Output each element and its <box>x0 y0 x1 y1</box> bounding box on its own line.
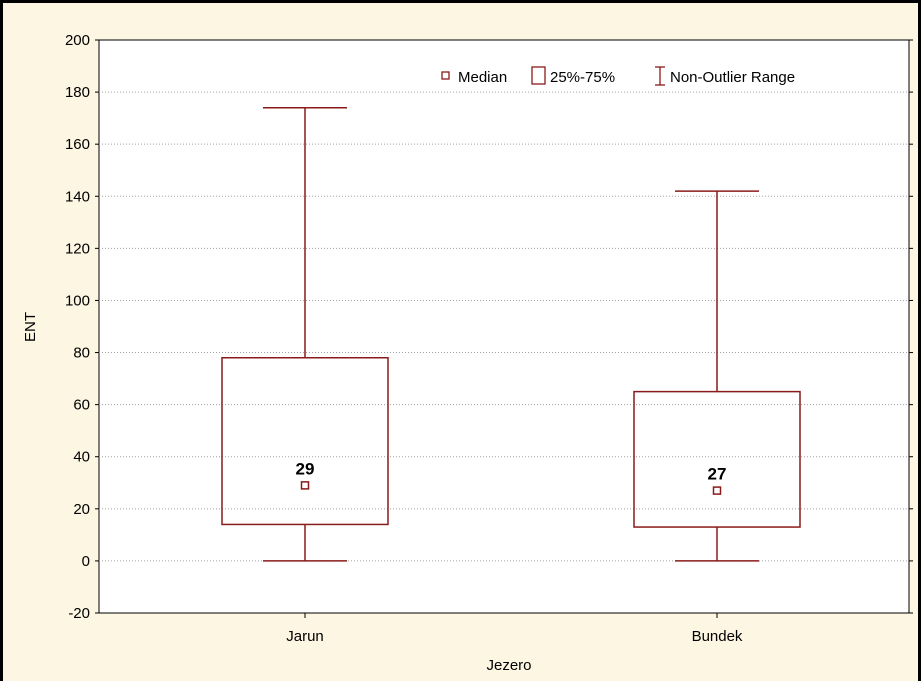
x-axis-ticks: Jarun Bundek <box>286 613 743 645</box>
box-series: 29 27 <box>221 106 801 562</box>
y-tick-label: 140 <box>65 188 90 205</box>
y-tick-label: 80 <box>73 345 90 362</box>
y-tick-label: 0 <box>82 553 90 570</box>
x-tick-label: Jarun <box>286 628 324 645</box>
y-tick-label: 20 <box>73 501 90 518</box>
x-axis-label: Jezero <box>486 657 531 674</box>
box-plot-chart: -20 0 20 40 60 80 100 120 140 160 180 200 Jarun Bund… <box>22 32 913 674</box>
y-tick-label: 180 <box>65 84 90 101</box>
y-tick-label: 60 <box>73 397 90 414</box>
legend-whisker-marker <box>655 66 665 86</box>
y-axis-ticks: -20 0 20 40 60 80 100 120 140 160 180 200 <box>65 32 913 622</box>
box-iqr <box>633 390 801 528</box>
median-label: 27 <box>708 465 727 484</box>
y-tick-label: -20 <box>68 605 90 622</box>
y-tick-label: 120 <box>65 240 90 257</box>
legend-box-marker <box>531 66 546 85</box>
y-axis-label: ENT <box>22 312 39 342</box>
y-tick-label: 160 <box>65 136 90 153</box>
plot-area <box>98 39 910 614</box>
median-marker <box>300 481 310 490</box>
median-label: 29 <box>296 459 315 478</box>
y-tick-label: 40 <box>73 449 90 466</box>
x-tick-label: Bundek <box>692 628 743 645</box>
legend-label-box: 25%-75% <box>550 69 615 86</box>
legend-label-median: Median <box>458 69 507 86</box>
y-tick-label: 200 <box>65 32 90 49</box>
median-marker <box>712 486 722 495</box>
legend: Median 25%-75% Non-Outlier Range <box>441 66 795 86</box>
legend-label-whisker: Non-Outlier Range <box>670 69 795 86</box>
gridlines <box>99 91 909 562</box>
legend-median-marker <box>441 71 450 80</box>
y-tick-label: 100 <box>65 292 90 309</box>
box-iqr <box>221 357 389 526</box>
